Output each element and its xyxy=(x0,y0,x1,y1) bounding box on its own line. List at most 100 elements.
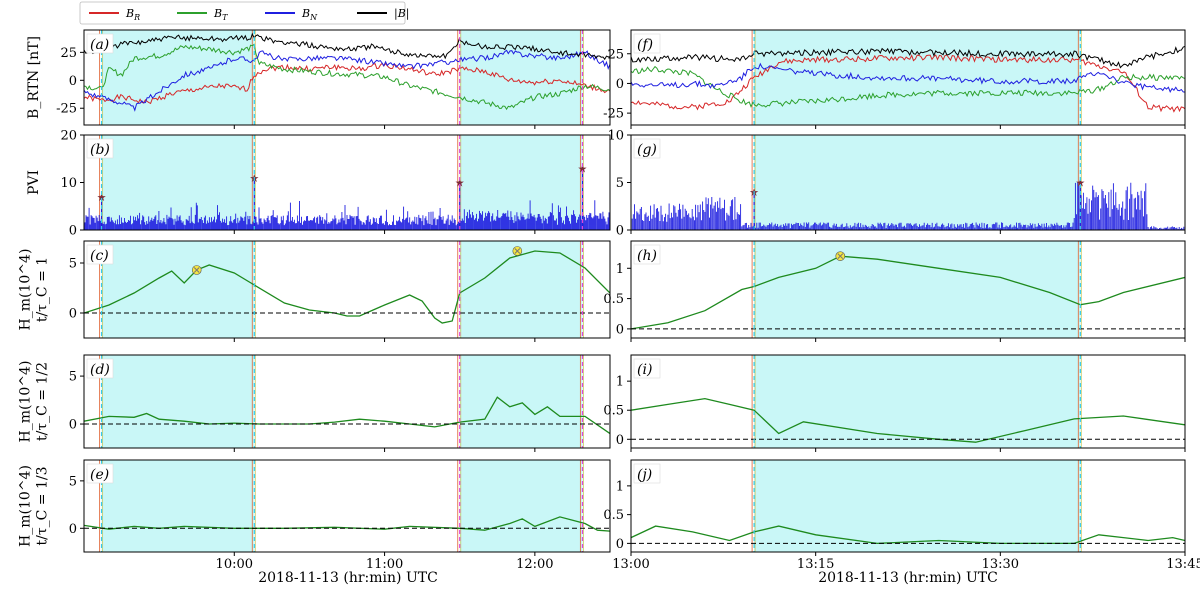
shaded-interval xyxy=(754,241,1081,338)
series-|B| xyxy=(84,32,610,61)
y-tick-label: 10 xyxy=(607,129,624,144)
panel-b: ★★ ★★ xyxy=(84,135,610,230)
panel-e xyxy=(84,460,610,552)
panel-label-g: (g) xyxy=(637,142,657,158)
max-cross-glyph xyxy=(837,253,844,260)
pvi-star-marker: ★ xyxy=(1075,177,1085,190)
ylabel-text: PVI xyxy=(26,170,42,195)
x-axis-title-left: 2018-11-13 (hr:min) UTC xyxy=(258,570,438,586)
series-B_R xyxy=(631,54,1185,113)
panel-frame-c xyxy=(83,240,611,339)
ylabel-hm3: H_m(10^4) t/τ_C = 1/3 xyxy=(18,465,51,547)
y-tick-label: 5 xyxy=(69,474,77,489)
shaded-interval xyxy=(101,135,255,230)
y-tick-label: 0.5 xyxy=(603,508,624,523)
panel-label-box xyxy=(633,33,661,54)
series-B_T xyxy=(84,43,610,111)
ylabel-hm2: H_m(10^4) t/τ_C = 1/2 xyxy=(18,361,51,443)
ylabel-text: t/τ_C = 1/3 xyxy=(35,467,51,546)
y-tick-label: -25 xyxy=(603,107,624,122)
ylabel-text: H_m(10^4) xyxy=(18,465,34,547)
hm-series xyxy=(631,525,1185,545)
y-tick-label: 25 xyxy=(607,47,624,62)
panel-label-box xyxy=(633,463,661,484)
y-tick-label: 0 xyxy=(616,537,624,552)
hm-series xyxy=(84,396,610,435)
shaded-interval xyxy=(459,355,583,448)
panel-label-box xyxy=(86,33,114,54)
panel-frame-f xyxy=(630,29,1186,126)
x-tick-label: 13:15 xyxy=(797,557,834,572)
shaded-interval xyxy=(754,135,1081,230)
y-tick-label: 25 xyxy=(60,46,77,61)
panel-label-i: (i) xyxy=(637,362,652,378)
shaded-interval xyxy=(101,241,255,338)
panel-j xyxy=(631,460,1185,552)
y-tick-label: -25 xyxy=(56,102,77,117)
ylabel-hm1: H_m(10^4) t/τ_C = 1 xyxy=(18,249,51,331)
shaded-interval xyxy=(459,241,583,338)
ylabel-text: t/τ_C = 1/2 xyxy=(35,362,51,441)
x-tick-label: 13:00 xyxy=(612,557,649,572)
x-tick-label: 13:30 xyxy=(982,557,1019,572)
ylabel-mag: B_RTN [nT] xyxy=(26,36,42,119)
shaded-interval xyxy=(754,30,1081,125)
hm-series xyxy=(631,255,1185,330)
y-tick-label: 0.5 xyxy=(603,404,624,419)
panel-frame-e xyxy=(83,459,611,553)
panel-label-j: (j) xyxy=(637,467,652,483)
series-B_T xyxy=(631,65,1185,108)
shaded-interval xyxy=(101,30,255,125)
panel-h xyxy=(631,241,1185,338)
panel-frame-i xyxy=(630,354,1186,449)
shaded-interval xyxy=(101,355,255,448)
y-tick-label: 5 xyxy=(69,257,77,272)
shaded-interval xyxy=(754,355,1081,448)
x-tick-label: 11:00 xyxy=(366,557,403,572)
pvi-trace xyxy=(631,182,1185,230)
y-tick-label: 0 xyxy=(69,418,77,433)
y-tick-label: 1 xyxy=(616,262,624,277)
y-tick-label: 0 xyxy=(69,74,77,89)
y-tick-label: 0 xyxy=(69,224,77,239)
y-tick-label: 0 xyxy=(616,433,624,448)
panel-d xyxy=(84,355,610,448)
y-tick-label: 0 xyxy=(616,322,624,337)
panel-label-b: (b) xyxy=(90,142,110,158)
panel-label-h: (h) xyxy=(637,248,657,264)
panel-frame-j xyxy=(630,459,1186,553)
x-tick-label: 13:45 xyxy=(1166,557,1200,572)
x-tick-label: 12:00 xyxy=(516,557,553,572)
panel-label-box xyxy=(633,138,661,159)
legend-label-|B|: |B| xyxy=(394,7,410,21)
series-B_N xyxy=(84,49,610,112)
y-tick-label: 5 xyxy=(69,370,77,385)
y-tick-label: 20 xyxy=(60,129,77,144)
pvi-trace xyxy=(84,200,610,230)
panel-label-box xyxy=(633,244,661,265)
ylabel-text: t/τ_C = 1 xyxy=(35,257,51,322)
ylabel-text: B_RTN [nT] xyxy=(26,36,42,119)
panel-label-c: (c) xyxy=(90,248,109,264)
y-tick-label: 0 xyxy=(69,522,77,537)
y-tick-label: 0.5 xyxy=(603,292,624,307)
x-tick-label: 10:00 xyxy=(216,557,253,572)
max-cross-glyph xyxy=(193,267,200,273)
legend: BR BT BN |B| xyxy=(79,1,410,25)
y-tick-label: 0 xyxy=(616,224,624,239)
series-B_R xyxy=(84,62,610,105)
shaded-interval xyxy=(754,460,1081,552)
shaded-interval xyxy=(459,460,583,552)
panel-label-box xyxy=(86,244,114,265)
x-axis-title-right: 2018-11-13 (hr:min) UTC xyxy=(818,570,998,586)
legend-frame xyxy=(79,1,406,25)
panel-label-a: (a) xyxy=(90,37,109,53)
pvi-star-marker: ★ xyxy=(578,162,588,175)
panel-label-box xyxy=(633,358,661,379)
ylabel-pvi: PVI xyxy=(26,170,42,195)
pvi-star-marker: ★ xyxy=(97,191,107,204)
pvi-star-marker: ★ xyxy=(455,177,465,190)
panel-frame-h xyxy=(630,240,1186,339)
